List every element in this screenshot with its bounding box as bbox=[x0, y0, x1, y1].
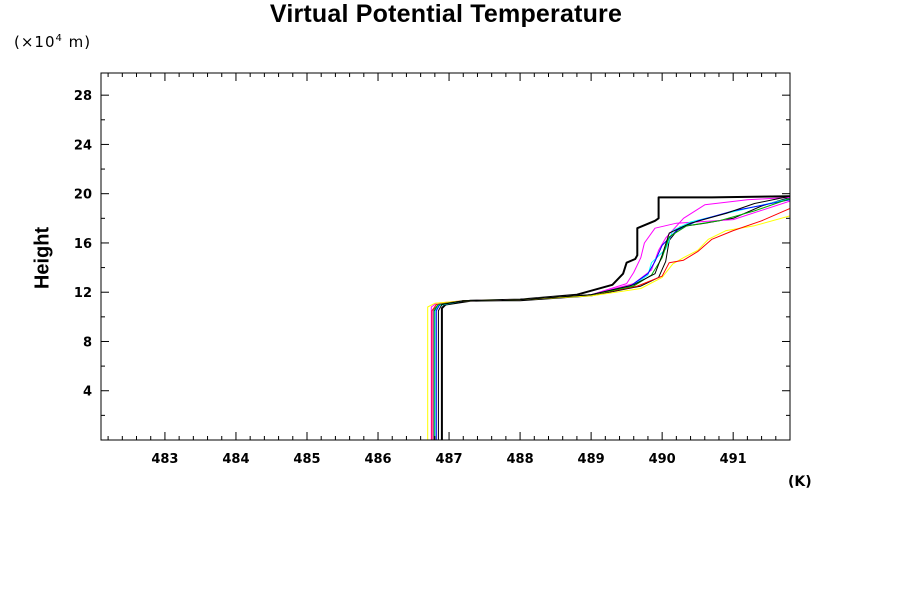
series-line-3 bbox=[430, 200, 790, 440]
x-axis-unit: (K) bbox=[788, 474, 812, 490]
x-tick-label: 485 bbox=[293, 452, 320, 467]
plot-frame bbox=[100, 72, 791, 441]
series-line-4 bbox=[432, 196, 790, 440]
x-tick-label: 489 bbox=[578, 452, 605, 467]
x-tick-label: 483 bbox=[151, 452, 178, 467]
series-line-1 bbox=[440, 195, 790, 440]
y-tick-label: 28 bbox=[74, 89, 92, 104]
y-axis-unit: (×104 m) bbox=[14, 33, 91, 51]
y-unit-base: (×10 bbox=[14, 33, 56, 51]
series-line-9 bbox=[433, 198, 790, 440]
y-tick-label: 12 bbox=[74, 286, 92, 301]
y-unit-tail: m) bbox=[62, 33, 92, 51]
x-tick-label: 488 bbox=[507, 452, 534, 467]
y-unit-exponent: 4 bbox=[55, 33, 63, 44]
ticks-group: 483 484 485 486 487 488 489 490 491 4 8 12 16 20 24 28 bbox=[74, 73, 791, 467]
series-line-10 bbox=[437, 195, 790, 440]
series-line-5 bbox=[434, 198, 790, 440]
chart-title: Virtual Potential Temperature bbox=[269, 0, 623, 28]
y-tick-label: 8 bbox=[83, 335, 92, 350]
series-line-6 bbox=[435, 199, 790, 440]
x-tick-label: 491 bbox=[720, 452, 747, 467]
x-tick-label: 487 bbox=[435, 452, 462, 467]
y-tick-label: 20 bbox=[74, 188, 92, 203]
y-tick-label: 24 bbox=[74, 138, 92, 153]
x-tick-label: 490 bbox=[649, 452, 676, 467]
series-group bbox=[427, 195, 790, 440]
series-line-2 bbox=[434, 196, 790, 440]
x-tick-label: 486 bbox=[364, 452, 391, 467]
series-line-7 bbox=[427, 215, 790, 440]
series-line-8 bbox=[431, 208, 790, 440]
y-tick-label: 16 bbox=[74, 237, 92, 252]
y-tick-label: 4 bbox=[83, 385, 92, 400]
x-tick-label: 484 bbox=[222, 452, 249, 467]
